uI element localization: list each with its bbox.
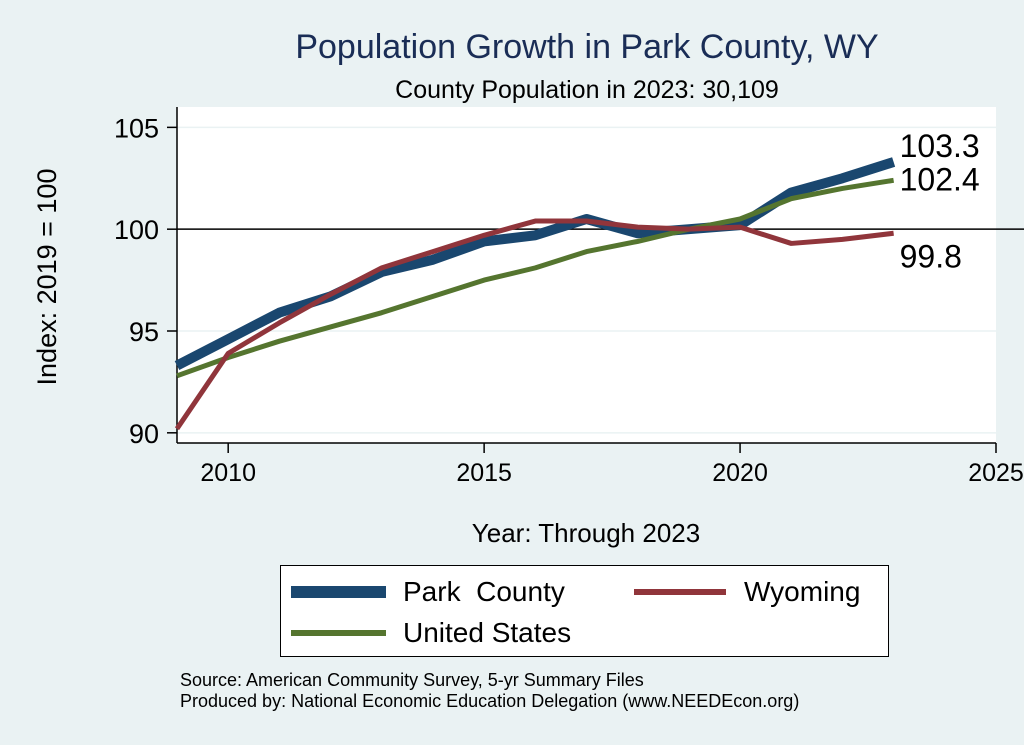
y-axis-label: Index: 2019 = 100 bbox=[32, 169, 62, 386]
y-tick-label-95: 95 bbox=[129, 317, 159, 347]
y-tick-label-100: 100 bbox=[114, 215, 159, 245]
legend: Park County Wyoming United States bbox=[280, 565, 889, 657]
end-label-united-states: 102.4 bbox=[900, 161, 980, 197]
chart-title: Population Growth in Park County, WY bbox=[295, 28, 878, 66]
legend-label-park-county: Park County bbox=[403, 576, 565, 607]
legend-swatch-wyoming bbox=[634, 589, 726, 595]
x-tick-label-2010: 2010 bbox=[200, 459, 256, 487]
y-tick-label-105: 105 bbox=[114, 113, 159, 143]
x-tick-label-2020: 2020 bbox=[712, 459, 768, 487]
legend-swatch-united-states bbox=[291, 630, 386, 636]
source-text: Source: American Community Survey, 5-yr … bbox=[180, 670, 644, 690]
end-label-park-county: 103.3 bbox=[900, 128, 980, 164]
legend-item-park-county: Park County bbox=[291, 576, 565, 608]
y-tick-label-90: 90 bbox=[129, 419, 159, 449]
legend-label-wyoming: Wyoming bbox=[744, 576, 861, 607]
legend-item-united-states: United States bbox=[291, 617, 571, 649]
end-label-wyoming: 99.8 bbox=[900, 238, 962, 274]
produced-by-text: Produced by: National Economic Education… bbox=[180, 691, 800, 711]
source-notes: Source: American Community Survey, 5-yr … bbox=[180, 670, 799, 712]
legend-swatch-park-county bbox=[291, 586, 386, 598]
x-tick-label-2025: 2025 bbox=[968, 459, 1024, 487]
legend-item-wyoming: Wyoming bbox=[634, 576, 860, 608]
legend-label-united-states: United States bbox=[403, 617, 572, 648]
x-tick-label-2015: 2015 bbox=[456, 459, 512, 487]
plot-area bbox=[177, 107, 996, 443]
chart-subtitle: County Population in 2023: 30,109 bbox=[395, 76, 779, 104]
x-axis-label: Year: Through 2023 bbox=[472, 518, 700, 548]
population-line-chart: Population Growth in Park County, WY Cou… bbox=[32, 28, 1024, 548]
